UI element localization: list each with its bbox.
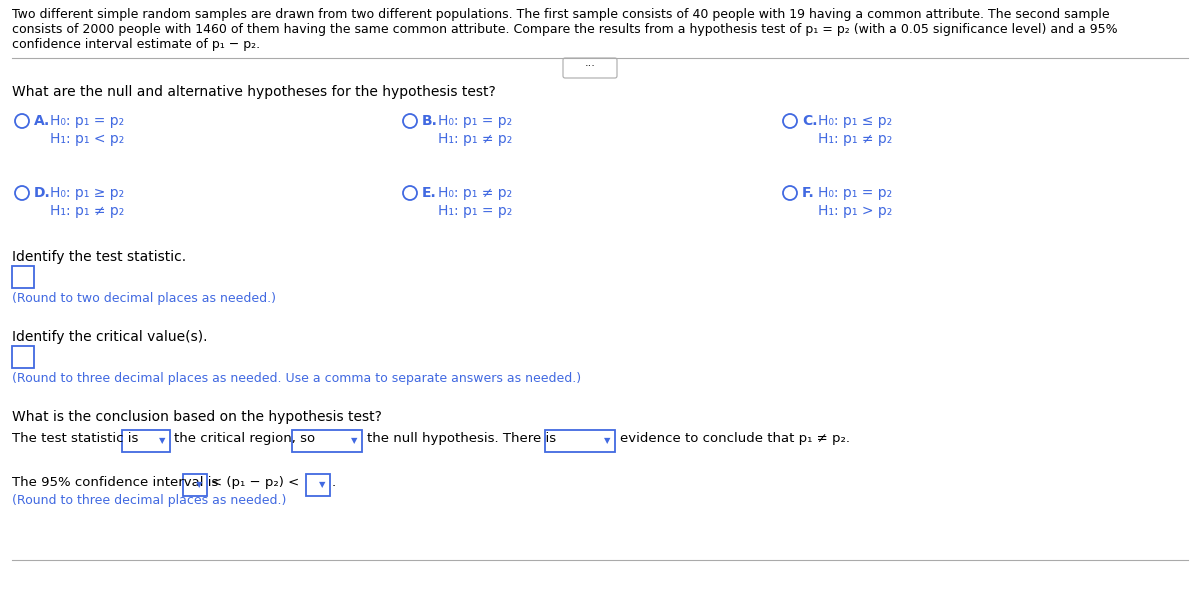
Text: the null hypothesis. There is: the null hypothesis. There is: [367, 432, 556, 445]
Text: the critical region, so: the critical region, so: [174, 432, 316, 445]
Text: .: .: [332, 476, 336, 489]
FancyBboxPatch shape: [306, 474, 330, 496]
Text: ···: ···: [584, 61, 595, 71]
FancyBboxPatch shape: [122, 430, 170, 452]
Text: F.: F.: [802, 186, 815, 200]
FancyBboxPatch shape: [545, 430, 616, 452]
FancyBboxPatch shape: [182, 474, 208, 496]
Text: H₀: p₁ ≤ p₂: H₀: p₁ ≤ p₂: [818, 114, 892, 128]
Text: evidence to conclude that p₁ ≠ p₂.: evidence to conclude that p₁ ≠ p₂.: [620, 432, 850, 445]
FancyBboxPatch shape: [12, 346, 34, 368]
Text: C.: C.: [802, 114, 817, 128]
Text: (Round to two decimal places as needed.): (Round to two decimal places as needed.): [12, 292, 276, 305]
Text: Identify the critical value(s).: Identify the critical value(s).: [12, 330, 208, 344]
Text: E.: E.: [422, 186, 437, 200]
Text: H₀: p₁ = p₂: H₀: p₁ = p₂: [818, 186, 892, 200]
Text: The test statistic is: The test statistic is: [12, 432, 138, 445]
Text: ▼: ▼: [604, 437, 611, 446]
Text: Two different simple random samples are drawn from two different populations. Th: Two different simple random samples are …: [12, 8, 1110, 21]
Text: What are the null and alternative hypotheses for the hypothesis test?: What are the null and alternative hypoth…: [12, 85, 496, 99]
Text: B.: B.: [422, 114, 438, 128]
Text: ▼: ▼: [196, 481, 203, 490]
Text: H₁: p₁ ≠ p₂: H₁: p₁ ≠ p₂: [50, 204, 125, 218]
Text: < (p₁ − p₂) <: < (p₁ − p₂) <: [211, 476, 299, 489]
Text: H₁: p₁ > p₂: H₁: p₁ > p₂: [818, 204, 893, 218]
Text: H₀: p₁ = p₂: H₀: p₁ = p₂: [438, 114, 512, 128]
Text: H₁: p₁ = p₂: H₁: p₁ = p₂: [438, 204, 512, 218]
Text: H₀: p₁ ≥ p₂: H₀: p₁ ≥ p₂: [50, 186, 124, 200]
FancyBboxPatch shape: [563, 58, 617, 78]
Text: D.: D.: [34, 186, 50, 200]
Text: Identify the test statistic.: Identify the test statistic.: [12, 250, 186, 264]
Text: H₁: p₁ ≠ p₂: H₁: p₁ ≠ p₂: [438, 132, 512, 146]
Text: H₀: p₁ = p₂: H₀: p₁ = p₂: [50, 114, 124, 128]
FancyBboxPatch shape: [12, 266, 34, 288]
Text: H₁: p₁ < p₂: H₁: p₁ < p₂: [50, 132, 125, 146]
Text: H₀: p₁ ≠ p₂: H₀: p₁ ≠ p₂: [438, 186, 512, 200]
FancyBboxPatch shape: [292, 430, 362, 452]
Text: The 95% confidence interval is: The 95% confidence interval is: [12, 476, 218, 489]
Text: ▼: ▼: [319, 481, 325, 490]
Text: consists of 2000 people with 1460 of them having the same common attribute. Comp: consists of 2000 people with 1460 of the…: [12, 23, 1117, 36]
Text: (Round to three decimal places as needed.): (Round to three decimal places as needed…: [12, 494, 287, 507]
Text: H₁: p₁ ≠ p₂: H₁: p₁ ≠ p₂: [818, 132, 893, 146]
Text: ▼: ▼: [158, 437, 166, 446]
Text: (Round to three decimal places as needed. Use a comma to separate answers as nee: (Round to three decimal places as needed…: [12, 372, 581, 385]
Text: confidence interval estimate of p₁ − p₂.: confidence interval estimate of p₁ − p₂.: [12, 38, 260, 51]
Text: ▼: ▼: [350, 437, 358, 446]
Text: What is the conclusion based on the hypothesis test?: What is the conclusion based on the hypo…: [12, 410, 382, 424]
Text: A.: A.: [34, 114, 50, 128]
